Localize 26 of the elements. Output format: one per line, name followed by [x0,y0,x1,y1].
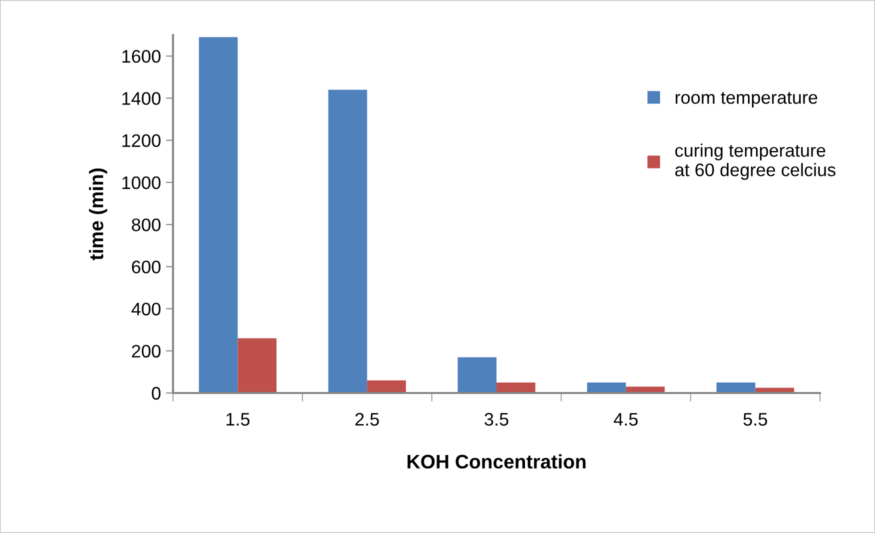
x-tick-label: 1.5 [226,413,250,426]
bar [238,338,277,393]
x-axis-title: KOH Concentration [408,454,586,469]
x-tick-label: 5.5 [743,413,768,426]
bar [367,380,406,393]
y-tick-label: 1600 [122,50,160,63]
bar [328,90,368,393]
y-axis-title: time (min) [89,168,108,260]
bar [458,357,496,393]
y-tick-label: 1200 [122,134,160,148]
y-tick-label: 0 [152,386,160,400]
legend-label: room temperature [676,92,818,108]
y-tick-label: 1000 [122,176,160,190]
bar [587,382,626,393]
bar [198,37,238,393]
y-tick-label: 600 [132,260,160,274]
x-tick-label: 2.5 [355,412,379,426]
y-tick-label: 1400 [122,92,160,105]
y-tick-label: 800 [132,218,160,232]
bar [716,382,756,393]
bar [496,382,536,393]
y-tick-label: 400 [131,302,160,316]
legend-label: curing temperature at 60 degree celcius [675,144,836,180]
y-tick-label: 200 [132,344,160,358]
x-tick-label: 3.5 [484,412,508,426]
x-tick-label: 4.5 [614,413,638,426]
